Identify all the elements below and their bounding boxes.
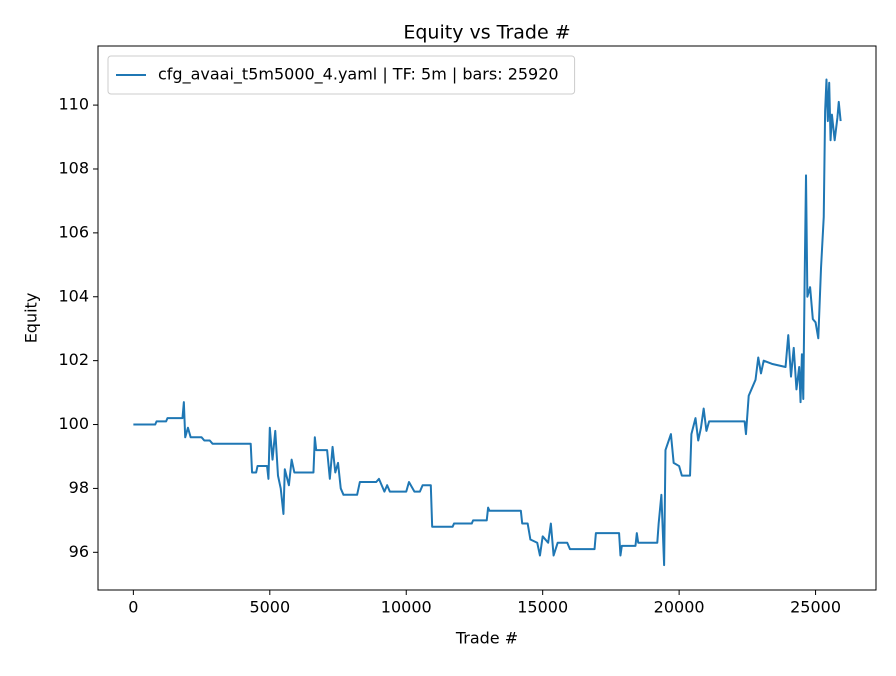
y-tick-label: 106 xyxy=(58,222,89,241)
legend-box xyxy=(107,55,576,95)
y-tick-label: 108 xyxy=(58,158,89,177)
y-tick-label: 98 xyxy=(69,478,89,497)
data-line xyxy=(133,78,842,567)
x-tick-label: 5000 xyxy=(249,598,290,617)
y-tick-label: 102 xyxy=(58,350,89,369)
y-tick-label: 104 xyxy=(58,286,89,305)
x-tick-label: 25000 xyxy=(790,598,841,617)
x-tick-label: 10000 xyxy=(381,598,432,617)
axes-frame xyxy=(97,45,877,591)
x-tick-label: 20000 xyxy=(654,598,705,617)
x-axis-label: Trade # xyxy=(455,629,518,648)
chart-title: Equity vs Trade # xyxy=(403,22,570,44)
y-tick-label: 110 xyxy=(58,95,89,114)
legend-label: cfg_avaai_t5m5000_4.yaml | TF: 5m | bars… xyxy=(158,65,559,85)
y-tick-label: 100 xyxy=(58,414,89,433)
x-tick-label: 0 xyxy=(128,598,138,617)
x-tick-label: 15000 xyxy=(517,598,568,617)
y-axis-label: Equity xyxy=(22,293,41,344)
y-tick-label: 96 xyxy=(69,542,89,561)
